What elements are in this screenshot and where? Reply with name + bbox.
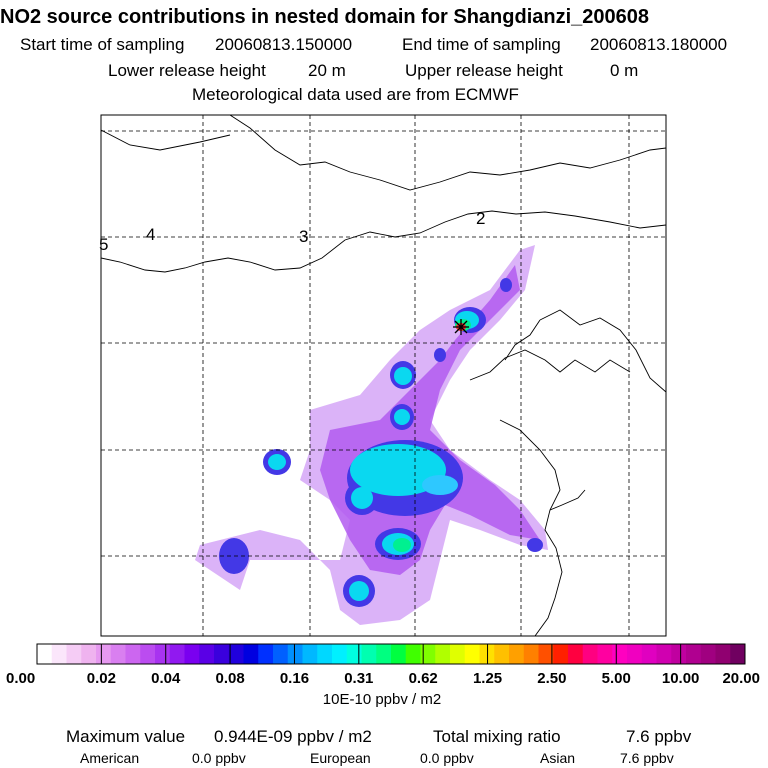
legend-swatch	[523, 644, 539, 664]
end-time-value: 20060813.180000	[590, 35, 728, 54]
legend-tick-label: 0.31	[344, 670, 373, 687]
region-label: 2	[476, 209, 485, 228]
legend-swatch	[258, 644, 274, 664]
color-legend: 0.00 0.02 0.04 0.08 0.16 0.31 0.62 1.25 2.50 5.00…	[6, 643, 760, 708]
legend-swatch	[641, 644, 657, 664]
met-data-note: Meteorological data used are from ECMWF	[192, 85, 519, 104]
legend-swatch	[302, 644, 318, 664]
region-label: 3	[299, 227, 308, 246]
concentration-field	[195, 245, 548, 625]
legend-swatch	[37, 644, 53, 664]
legend-swatch	[155, 644, 171, 664]
legend-frame	[36, 643, 746, 665]
asian-label: Asian	[540, 750, 576, 766]
chart-title: NO2 source contributions in nested domai…	[0, 6, 650, 28]
legend-swatch	[51, 644, 67, 664]
legend-swatch	[214, 644, 230, 664]
upper-height-label: Upper release height	[405, 61, 563, 80]
legend-swatch	[450, 644, 466, 664]
map-frame	[100, 114, 667, 637]
legend-swatch	[686, 644, 702, 664]
legend-swatch	[346, 644, 362, 664]
total-mixing-value: 7.6 ppbv	[626, 727, 692, 746]
legend-swatch	[538, 644, 554, 664]
asian-value: 7.6 ppbv	[620, 750, 674, 766]
legend-swatch	[730, 644, 746, 664]
lower-height-label: Lower release height	[108, 61, 266, 80]
legend-swatch	[199, 644, 215, 664]
map-plot: 5 4 3 2	[99, 114, 667, 637]
legend-tick-label: 0.62	[409, 670, 438, 687]
legend-swatch	[125, 644, 141, 664]
legend-colorbar	[36, 643, 746, 665]
legend-tick-label: 0.00	[6, 670, 35, 687]
legend-swatch	[627, 644, 643, 664]
legend-tick-label: 20.00	[722, 670, 760, 687]
legend-swatch	[509, 644, 525, 664]
american-label: American	[80, 750, 140, 766]
european-value: 0.0 ppbv	[420, 750, 474, 766]
coastlines	[101, 115, 666, 636]
legend-swatch	[420, 644, 436, 664]
legend-swatch	[494, 644, 510, 664]
legend-swatch	[568, 644, 584, 664]
lower-height-value: 20 m	[308, 61, 346, 80]
legend-swatch	[671, 644, 687, 664]
end-time-label: End time of sampling	[402, 35, 561, 54]
legend-ticks: 0.00 0.02 0.04 0.08 0.16 0.31 0.62 1.25 2.50 5.00…	[6, 644, 760, 687]
legend-swatch	[405, 644, 421, 664]
total-mixing-label: Total mixing ratio	[433, 727, 561, 746]
legend-swatch	[656, 644, 672, 664]
legend-swatch	[700, 644, 716, 664]
legend-swatch	[582, 644, 598, 664]
legend-tick-label: 2.50	[537, 670, 566, 687]
legend-swatch	[376, 644, 392, 664]
upper-height-value: 0 m	[610, 61, 639, 80]
legend-swatch	[391, 644, 407, 664]
legend-swatch	[228, 644, 244, 664]
legend-swatch	[597, 644, 613, 664]
legend-swatch	[361, 644, 377, 664]
legend-units: 10E-10 ppbv / m2	[323, 691, 441, 708]
legend-swatch	[332, 644, 348, 664]
legend-tick-label: 10.00	[662, 670, 700, 687]
legend-tick-label: 0.02	[87, 670, 116, 687]
legend-swatch	[435, 644, 451, 664]
max-value-label: Maximum value	[66, 727, 186, 746]
legend-swatch	[96, 644, 112, 664]
legend-swatch	[553, 644, 569, 664]
legend-tick-label: 1.25	[473, 670, 502, 687]
grid	[101, 115, 666, 636]
legend-swatch	[243, 644, 259, 664]
legend-swatch	[273, 644, 289, 664]
legend-swatch	[715, 644, 731, 664]
legend-swatch	[317, 644, 333, 664]
american-value: 0.0 ppbv	[192, 750, 246, 766]
european-label: European	[310, 750, 371, 766]
region-label: 4	[146, 225, 155, 244]
legend-tick-label: 5.00	[602, 670, 631, 687]
legend-swatch	[287, 644, 303, 664]
legend-tick-label: 0.04	[151, 670, 181, 687]
legend-swatch	[110, 644, 126, 664]
legend-swatch	[81, 644, 97, 664]
max-value: 0.944E-09 ppbv / m2	[214, 727, 372, 746]
legend-swatch	[612, 644, 628, 664]
legend-swatch	[66, 644, 82, 664]
start-time-value: 20060813.150000	[215, 35, 353, 54]
start-time-label: Start time of sampling	[20, 35, 185, 54]
legend-swatch	[169, 644, 185, 664]
legend-swatch	[140, 644, 156, 664]
legend-swatch	[464, 644, 480, 664]
region-label: 5	[99, 235, 108, 254]
legend-tick-label: 0.08	[215, 670, 244, 687]
release-site-marker	[453, 319, 469, 335]
legend-swatch	[184, 644, 200, 664]
legend-tick-label: 0.16	[280, 670, 309, 687]
